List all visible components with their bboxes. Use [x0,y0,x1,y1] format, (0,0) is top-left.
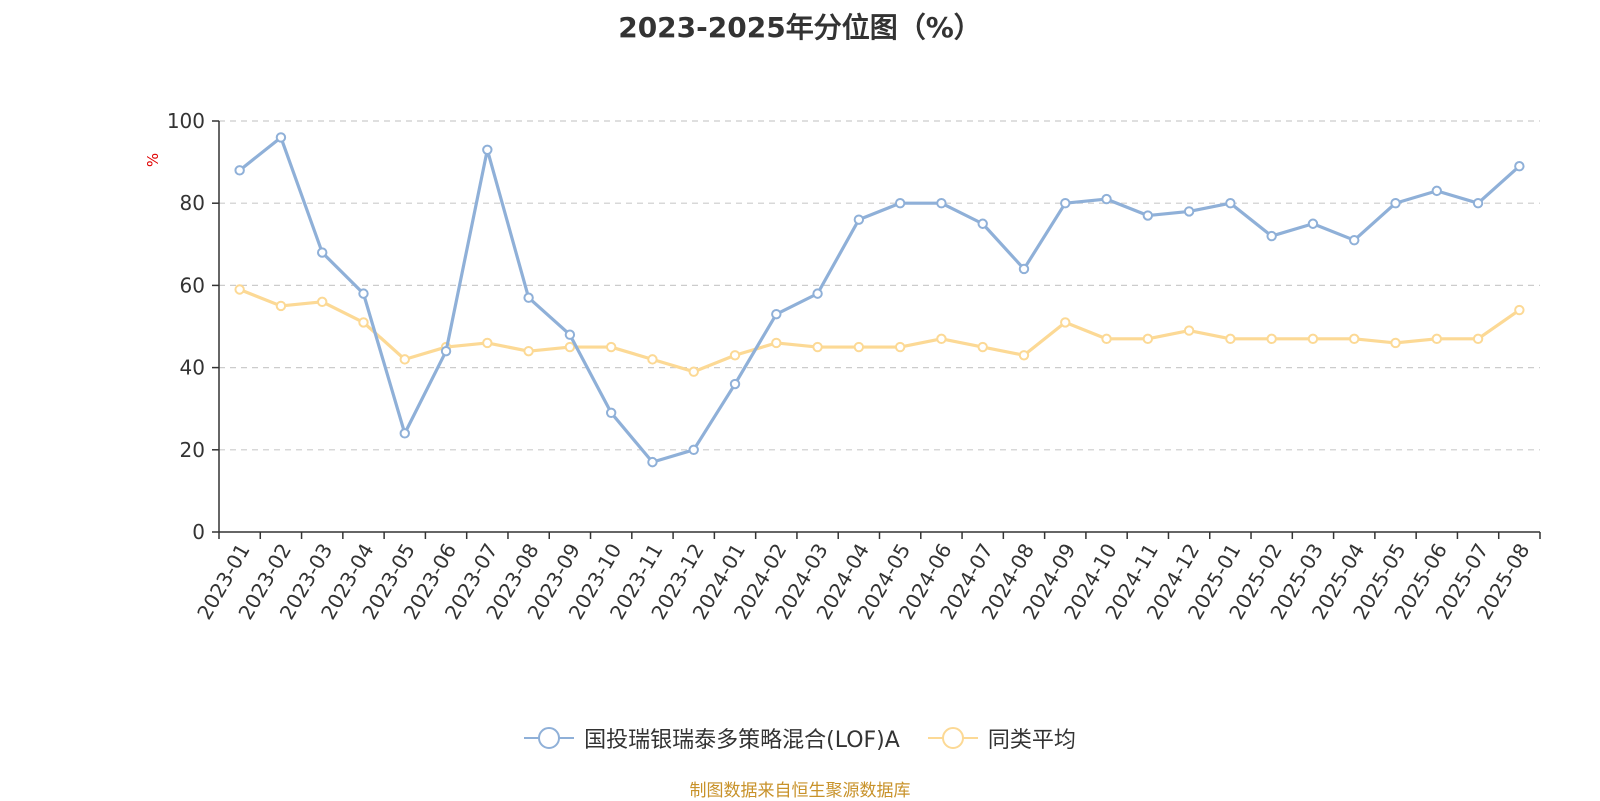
series-0-point-2025-03 [1307,218,1319,229]
series-0-point-2025-01 [1225,198,1236,209]
series-0-point-2024-03 [812,288,823,299]
series-0-point-2023-06 [440,345,452,357]
series-1-point-2025-08 [1514,304,1525,316]
series-1-point-2023-07 [482,337,493,349]
series-0-point-2024-02 [771,308,782,320]
series-lines [234,132,1525,468]
legend-marker-average-icon [927,727,978,749]
series-1-point-2024-06 [936,333,947,345]
series-1-point-2025-06 [1431,333,1442,345]
y-tick-label-100: 100 [167,109,205,133]
series-1-point-2023-05 [399,354,410,365]
series-0-point-2023-03 [317,247,328,258]
series-1-point-2024-08 [1018,350,1030,361]
series-1-point-2025-03 [1307,333,1319,345]
y-tick-label-60: 60 [180,273,205,297]
series-1-point-2024-10 [1101,333,1112,345]
series-1-point-2023-10 [605,341,617,353]
series-1-point-2024-03 [812,341,823,353]
series-0-point-2024-08 [1018,263,1030,275]
series-0-point-2025-08 [1514,161,1525,172]
series-0-point-2023-01 [234,165,245,176]
y-axis-unit-label: % [144,153,162,167]
series-line-0 [238,135,1521,464]
series-1-point-2024-01 [729,350,741,361]
legend-label-average: 同类平均 [987,728,1076,753]
source-note: 制图数据来自恒生聚源数据库 [689,781,911,801]
series-0-point-2023-07 [482,144,493,155]
series-0-point-2023-11 [647,456,658,468]
series-1-point-2024-02 [771,337,782,349]
series-0-point-2023-04 [358,288,369,299]
series-1-point-2024-07 [977,341,988,353]
series-1-point-2025-05 [1390,337,1401,349]
grid-lines [219,120,1540,451]
series-1-point-2024-11 [1142,333,1154,345]
series-0-point-2023-09 [564,329,576,340]
series-0-point-2024-04 [853,214,865,225]
series-0-point-2024-07 [977,218,988,229]
series-0-point-2024-01 [729,378,741,390]
series-1-point-2023-11 [647,354,658,365]
series-0-point-2025-06 [1431,185,1442,197]
series-1-point-2023-04 [358,317,369,328]
y-tick-label-0: 0 [192,520,205,544]
series-0-point-2023-05 [399,428,410,439]
series-1-point-2023-09 [564,341,576,353]
series-1-point-2025-07 [1472,333,1484,345]
legend-item-fund[interactable]: 国投瑞银瑞泰多策略混合(LOF)A [524,722,900,754]
series-1-point-2025-02 [1266,333,1277,345]
series-1-point-2024-09 [1060,317,1071,328]
legend-marker-fund-icon [524,727,575,749]
legend: 国投瑞银瑞泰多策略混合(LOF)A 同类平均 [0,722,1600,754]
series-0-point-2025-07 [1472,198,1484,209]
series-0-point-2025-02 [1266,230,1277,242]
series-0-point-2024-09 [1060,198,1071,209]
series-line-1 [239,288,1521,374]
series-0-point-2023-08 [523,292,534,303]
series-0-point-2023-12 [688,444,699,455]
legend-item-category-average[interactable]: 同类平均 [927,722,1076,754]
chart-title: 2023-2025年分位图（%） [618,11,982,44]
series-0-point-2024-05 [894,198,906,209]
series-1-point-2025-01 [1225,333,1236,345]
series-0-point-2024-11 [1142,210,1154,221]
series-0-point-2025-04 [1349,234,1360,246]
series-0-point-2023-10 [605,407,617,419]
series-1-point-2023-01 [234,284,245,295]
series-1-point-2024-12 [1183,325,1195,336]
series-0-point-2023-02 [275,132,287,143]
y-tick-label-80: 80 [180,191,205,215]
series-1-point-2023-02 [275,300,287,312]
series-1-point-2023-08 [523,345,534,357]
series-0-point-2024-12 [1183,206,1195,217]
y-tick-label-40: 40 [180,356,205,380]
axes: 0204060801002023-012023-022023-032023-04… [167,109,1541,624]
series-1-point-2024-04 [853,341,865,353]
series-1-point-2023-03 [317,296,328,308]
series-1-point-2024-05 [894,341,906,353]
series-1-point-2025-04 [1349,333,1360,345]
legend-label-fund: 国投瑞银瑞泰多策略混合(LOF)A [584,728,900,753]
series-0-point-2024-06 [936,198,947,209]
series-0-point-2025-05 [1390,198,1401,209]
series-1-point-2023-12 [688,366,699,377]
y-tick-label-20: 20 [180,438,205,462]
series-0-point-2024-10 [1101,193,1112,205]
